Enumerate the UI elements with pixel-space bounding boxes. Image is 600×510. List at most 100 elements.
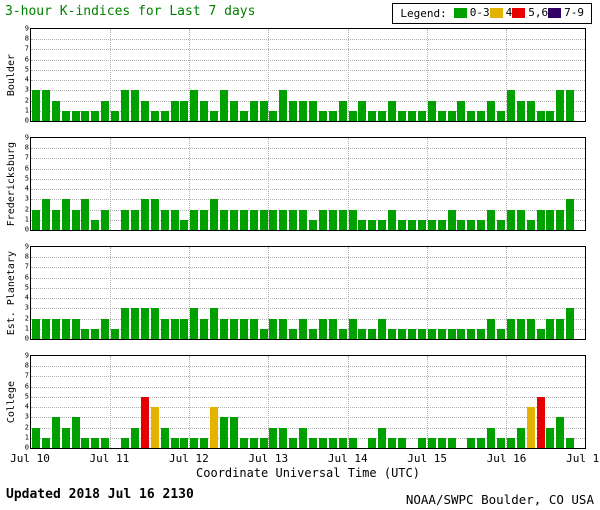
k-index-bar xyxy=(447,209,456,230)
k-index-bar xyxy=(318,318,327,339)
k-index-bar xyxy=(506,90,515,121)
k-index-bar xyxy=(259,437,268,448)
k-index-bar xyxy=(130,427,139,448)
x-axis-label: Coordinate Universal Time (UTC) xyxy=(196,466,420,480)
k-index-bar xyxy=(239,437,248,448)
k-index-bar xyxy=(130,90,139,121)
k-index-bar xyxy=(358,100,367,121)
k-index-bar xyxy=(487,427,496,448)
h-gridline xyxy=(31,287,585,289)
k-index-bar xyxy=(309,328,317,339)
station-label: College xyxy=(6,356,17,448)
k-index-bar xyxy=(477,219,486,230)
k-index-bar xyxy=(190,209,199,230)
k-index-bar xyxy=(200,318,209,339)
y-tick-label: 2 xyxy=(24,314,29,323)
y-tick-label: 3 xyxy=(24,412,29,421)
k-index-bar xyxy=(328,318,337,339)
station-label: Boulder xyxy=(6,29,17,121)
h-gridline xyxy=(31,366,585,368)
k-index-bar xyxy=(457,219,466,230)
k-index-bar xyxy=(546,318,555,339)
k-index-bar xyxy=(328,437,337,448)
x-tick-label: Jul 12 xyxy=(168,452,209,465)
k-index-bar xyxy=(140,100,149,121)
y-tick-label: 2 xyxy=(24,423,29,432)
k-index-bar xyxy=(437,437,446,448)
k-index-bar xyxy=(239,209,248,230)
k-index-bar xyxy=(477,110,486,121)
k-index-bar xyxy=(190,308,199,339)
k-index-bar xyxy=(229,100,238,121)
k-index-bar xyxy=(556,90,565,121)
k-index-bar xyxy=(229,209,238,230)
y-tick-label: 9 xyxy=(24,133,29,142)
k-index-bar xyxy=(427,437,436,448)
y-tick-label: 5 xyxy=(24,283,29,292)
panel-boulder: Boulder 0 1 2 3 4 5 6 7 8 9 xyxy=(6,25,586,124)
k-index-bar xyxy=(210,308,219,339)
k-index-bar xyxy=(299,209,308,230)
k-index-bar xyxy=(447,328,456,339)
k-index-bar xyxy=(496,110,505,121)
k-index-bar xyxy=(299,100,308,121)
k-index-bar xyxy=(71,209,80,230)
k-index-bar xyxy=(526,100,535,121)
y-tick-label: 1 xyxy=(24,433,29,442)
x-tick-label: Jul 11 xyxy=(89,452,130,465)
k-index-bar xyxy=(111,110,120,121)
k-index-bar xyxy=(378,219,387,230)
k-index-bar xyxy=(398,110,407,121)
k-index-bar xyxy=(388,209,397,230)
h-gridline xyxy=(31,318,585,320)
h-gridline xyxy=(31,59,585,61)
k-index-bar xyxy=(32,318,40,339)
k-index-bar xyxy=(457,100,466,121)
k-index-bar xyxy=(81,110,90,121)
y-tick-label: 7 xyxy=(24,153,29,162)
k-index-bar xyxy=(229,318,238,339)
chart-title: 3-hour K-indices for Last 7 days xyxy=(5,4,256,19)
h-gridline xyxy=(31,396,585,398)
k-index-bar xyxy=(427,100,436,121)
k-index-bar xyxy=(378,318,387,339)
k-index-bar xyxy=(121,90,130,121)
k-index-bar xyxy=(180,100,189,121)
k-index-bar xyxy=(487,100,496,121)
k-index-bar xyxy=(111,328,120,339)
k-index-bar xyxy=(91,328,100,339)
v-gridline xyxy=(347,247,349,339)
k-index-bar xyxy=(32,209,40,230)
legend-item: 4 xyxy=(489,6,512,19)
k-index-bar xyxy=(140,308,149,339)
k-index-bar xyxy=(318,209,327,230)
k-index-bar xyxy=(556,417,565,448)
k-index-bar xyxy=(526,318,535,339)
k-index-bar xyxy=(407,110,416,121)
h-gridline xyxy=(31,168,585,170)
k-index-bar xyxy=(219,417,228,448)
k-index-bar xyxy=(219,90,228,121)
k-index-bar xyxy=(150,407,159,448)
y-tick-label: 2 xyxy=(24,96,29,105)
h-gridline xyxy=(31,407,585,409)
k-index-bar xyxy=(101,318,110,339)
k-index-bar xyxy=(229,417,238,448)
v-gridline xyxy=(189,29,191,121)
k-index-bar xyxy=(249,318,258,339)
y-tick-label: 3 xyxy=(24,194,29,203)
k-index-bar xyxy=(91,110,100,121)
k-index-bar xyxy=(249,209,258,230)
x-tick-label: Jul 15 xyxy=(407,452,448,465)
k-index-bar xyxy=(487,318,496,339)
k-index-bar xyxy=(71,110,80,121)
k-index-bar xyxy=(318,437,327,448)
k-index-bar xyxy=(566,90,575,121)
x-tick-label: Jul 13 xyxy=(248,452,289,465)
y-tick-label: 5 xyxy=(24,392,29,401)
k-index-bar xyxy=(388,437,397,448)
k-index-bar xyxy=(467,328,476,339)
v-gridline xyxy=(268,247,270,339)
y-tick-label: 5 xyxy=(24,174,29,183)
station-label: Fredericksburg xyxy=(6,138,17,230)
